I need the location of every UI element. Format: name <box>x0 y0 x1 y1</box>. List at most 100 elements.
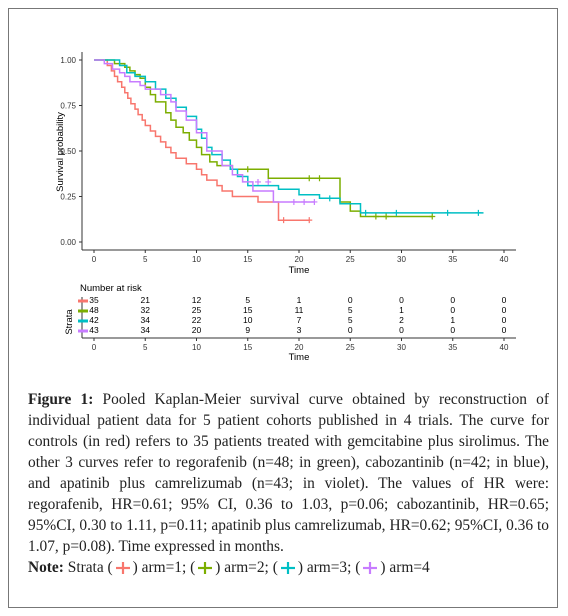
y-tick-label: 0.50 <box>60 147 76 156</box>
risk-x-tick-label: 10 <box>192 343 201 352</box>
risk-cell: 15 <box>243 305 253 315</box>
risk-cell: 1 <box>399 305 404 315</box>
x-tick-label: 0 <box>92 255 97 264</box>
risk-cell: 7 <box>297 315 302 325</box>
censor-mark <box>311 198 318 205</box>
note-legend-item: () arm=4 <box>355 559 430 576</box>
risk-cell: 1 <box>450 315 455 325</box>
strata-plus-icon <box>115 562 130 575</box>
censor-mark <box>306 217 313 224</box>
risk-cell: 32 <box>141 305 151 315</box>
risk-x-tick-label: 0 <box>92 343 97 352</box>
censor-mark <box>429 213 436 220</box>
risk-cell: 0 <box>399 295 404 305</box>
risk-cell: 5 <box>348 305 353 315</box>
risk-cell: 0 <box>450 325 455 335</box>
risk-cell: 43 <box>89 325 99 335</box>
note-prefix: Strata <box>67 559 104 576</box>
risk-x-axis-title: Time <box>289 352 310 363</box>
censor-mark <box>393 209 400 216</box>
caption-paragraph: Figure 1: Pooled Kaplan-Meier survival c… <box>28 389 549 557</box>
y-tick-label: 0.00 <box>60 238 76 247</box>
y-axis-title: Survival probability <box>55 112 66 192</box>
censor-mark <box>301 198 308 205</box>
risk-cell: 35 <box>89 295 99 305</box>
x-tick-label: 10 <box>192 255 201 264</box>
x-tick-label: 20 <box>295 255 304 264</box>
y-tick-label: 0.25 <box>60 193 76 202</box>
risk-cell: 0 <box>450 295 455 305</box>
note-label: Note: <box>28 559 64 576</box>
risk-strata-swatch <box>78 309 88 313</box>
censor-mark <box>255 178 261 185</box>
note-legend-item: () arm=2; <box>190 559 269 576</box>
note-legend-label: arm=2; <box>224 559 269 576</box>
risk-cell: 20 <box>192 325 202 335</box>
x-tick-label: 30 <box>397 255 406 264</box>
plot-area: 0.00 0.25 0.50 0.75 1.00 0 5 10 15 20 25 30 35 40 <box>60 52 516 264</box>
censor-mark <box>475 209 482 216</box>
legend-note: Note: Strata () arm=1; () arm=2; () arm=… <box>28 557 549 578</box>
risk-x-tick-label: 15 <box>243 343 252 352</box>
risk-table-title: Number at risk <box>80 283 142 294</box>
x-axis-title: Time <box>289 265 310 276</box>
x-tick-label: 5 <box>143 255 148 264</box>
note-legend-label: arm=3; <box>306 559 352 576</box>
x-tick-label: 40 <box>500 255 509 264</box>
risk-x-tick-label: 20 <box>295 343 304 352</box>
risk-cell: 0 <box>502 315 507 325</box>
risk-cell: 25 <box>192 305 202 315</box>
note-legend-label: arm=4 <box>389 559 430 576</box>
risk-cell: 42 <box>89 315 99 325</box>
strata-plus-icon <box>280 562 295 575</box>
risk-cell: 5 <box>348 315 353 325</box>
note-legend-item: () arm=3; <box>272 559 352 576</box>
x-tick-label: 35 <box>448 255 457 264</box>
risk-x-tick-label: 35 <box>448 343 457 352</box>
series-line-arm-2 <box>94 59 433 218</box>
censor-mark <box>362 209 369 216</box>
risk-cell: 0 <box>502 305 507 315</box>
risk-x-tick-label: 5 <box>143 343 148 352</box>
y-tick-label: 1.00 <box>60 56 76 65</box>
risk-cell: 0 <box>502 295 507 305</box>
risk-cell: 0 <box>502 325 507 335</box>
censor-mark <box>244 166 251 173</box>
risk-cell: 2 <box>399 315 404 325</box>
risk-cell: 48 <box>89 305 99 315</box>
risk-table-strata-label: Strata <box>64 309 75 335</box>
risk-cell: 22 <box>192 315 202 325</box>
risk-x-tick-label: 25 <box>346 343 355 352</box>
risk-cell: 5 <box>245 295 250 305</box>
series-line-arm-1 <box>94 59 310 221</box>
risk-cell: 1 <box>297 295 302 305</box>
figure-frame <box>8 8 558 608</box>
strata-plus-icon <box>363 562 378 575</box>
note-items: () arm=1; () arm=2; () arm=3; () arm=4 <box>108 559 430 576</box>
x-tick-label: 25 <box>346 255 355 264</box>
risk-cell: 12 <box>192 295 202 305</box>
note-legend-item: () arm=1; <box>107 559 187 576</box>
caption-label: Figure 1: <box>28 391 94 408</box>
series-line-arm-3 <box>94 59 484 214</box>
km-chart: 0.000.250.500.751.000 5 10 15 20 25 30 35 40 Sur… <box>55 52 516 363</box>
risk-x-tick-label: 40 <box>500 343 509 352</box>
censor-mark <box>280 217 287 224</box>
censor-mark <box>326 195 333 202</box>
risk-cell: 0 <box>450 305 455 315</box>
risk-cell: 10 <box>243 315 253 325</box>
censor-mark <box>306 175 313 182</box>
censor-mark <box>316 175 323 182</box>
risk-x-tick-label: 30 <box>397 343 406 352</box>
note-legend-label: arm=1; <box>141 559 187 576</box>
censor-mark <box>372 213 379 220</box>
y-tick-label: 0.75 <box>60 102 76 111</box>
risk-cell: 9 <box>245 325 250 335</box>
risk-strata-swatch <box>78 319 88 323</box>
series-line-arm-4 <box>94 59 315 203</box>
risk-cell: 21 <box>141 295 151 305</box>
risk-cell: 0 <box>399 325 404 335</box>
risk-cell: 11 <box>295 305 304 315</box>
x-tick-label: 15 <box>243 255 252 264</box>
censor-mark <box>444 209 451 216</box>
